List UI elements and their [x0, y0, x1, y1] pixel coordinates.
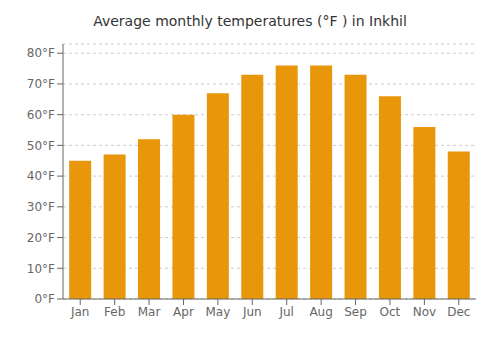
- svg-text:60°F: 60°F: [27, 108, 55, 122]
- svg-text:30°F: 30°F: [27, 200, 55, 214]
- svg-text:70°F: 70°F: [27, 77, 55, 91]
- svg-text:Jun: Jun: [242, 305, 262, 319]
- svg-text:Aug: Aug: [309, 305, 332, 319]
- svg-text:10°F: 10°F: [27, 262, 55, 276]
- svg-text:Oct: Oct: [380, 305, 401, 319]
- svg-text:Jul: Jul: [278, 305, 293, 319]
- svg-text:80°F: 80°F: [27, 46, 55, 60]
- svg-text:50°F: 50°F: [27, 139, 55, 153]
- svg-text:20°F: 20°F: [27, 231, 55, 245]
- svg-text:40°F: 40°F: [27, 169, 55, 183]
- svg-text:Sep: Sep: [344, 305, 367, 319]
- svg-text:Nov: Nov: [413, 305, 436, 319]
- svg-text:Apr: Apr: [173, 305, 194, 319]
- svg-text:0°F: 0°F: [34, 292, 55, 306]
- svg-text:Mar: Mar: [138, 305, 161, 319]
- html-text:Average monthly temperatures (: Average monthly temperatures (°F ) in In…: [93, 13, 407, 29]
- svg-text:Jan: Jan: [70, 305, 90, 319]
- svg-text:May: May: [205, 305, 230, 319]
- svg-text:Feb: Feb: [104, 305, 125, 319]
- svg-text:Dec: Dec: [447, 305, 470, 319]
